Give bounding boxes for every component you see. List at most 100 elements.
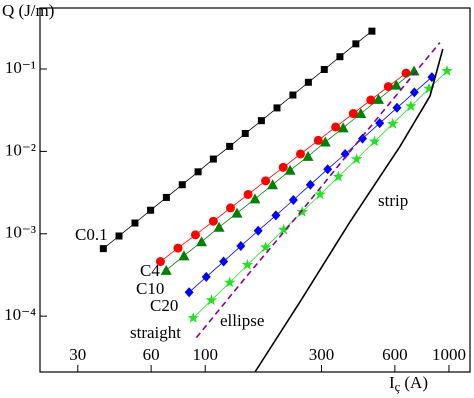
marker <box>337 122 349 133</box>
marker <box>368 27 376 35</box>
marker <box>257 117 265 125</box>
series-label: C0.1 <box>75 225 108 244</box>
marker <box>348 109 358 119</box>
marker <box>390 79 402 90</box>
marker <box>278 223 290 235</box>
x-tick-label: 30 <box>69 345 86 364</box>
y-tick-label: 10⁻² <box>5 140 36 159</box>
marker <box>267 179 279 190</box>
series-line <box>195 42 441 339</box>
marker <box>160 264 172 275</box>
marker <box>241 258 254 270</box>
y-tick-label: 10⁻¹ <box>5 58 36 77</box>
marker <box>355 108 367 119</box>
marker <box>313 135 323 145</box>
x-axis-label-sub: ç <box>395 379 401 394</box>
marker <box>423 82 435 94</box>
marker <box>358 133 368 144</box>
x-axis-label-main: I <box>389 373 395 392</box>
marker <box>278 162 288 172</box>
x-tick-label: 100 <box>192 345 218 364</box>
marker <box>408 65 420 76</box>
marker <box>173 243 183 253</box>
marker <box>383 82 393 92</box>
marker <box>319 136 331 147</box>
marker <box>441 65 453 76</box>
marker <box>372 93 384 104</box>
marker <box>288 194 298 205</box>
x-tick-label: 1000 <box>432 345 466 364</box>
x-tick-label: 60 <box>143 345 160 364</box>
marker <box>178 181 186 189</box>
marker <box>296 206 308 217</box>
marker <box>208 216 218 226</box>
marker <box>405 100 417 112</box>
marker <box>352 40 360 48</box>
marker <box>259 241 272 253</box>
series-label: C10 <box>136 279 164 298</box>
marker <box>224 276 236 288</box>
series-label: C4 <box>140 261 160 280</box>
marker <box>243 189 253 199</box>
series-label: strip <box>378 191 408 210</box>
marker <box>99 245 107 253</box>
marker <box>332 170 345 182</box>
marker <box>184 287 194 298</box>
marker <box>392 102 402 113</box>
marker <box>331 122 341 132</box>
marker <box>226 142 234 150</box>
marker <box>273 104 281 112</box>
marker <box>131 219 139 227</box>
marker <box>320 66 328 74</box>
marker <box>295 149 305 159</box>
marker <box>409 87 419 98</box>
y-tick-label: 10⁻³ <box>5 223 36 242</box>
marker <box>314 188 326 200</box>
series-line <box>254 48 444 373</box>
marker <box>302 150 314 161</box>
marker <box>340 148 350 159</box>
marker <box>375 118 385 129</box>
marker <box>289 91 297 99</box>
marker <box>284 164 296 175</box>
marker <box>368 135 381 147</box>
marker <box>226 203 236 213</box>
series-label: straight <box>130 323 181 342</box>
x-axis-label: Iç (A) <box>389 373 428 394</box>
marker <box>271 210 281 221</box>
marker <box>336 53 344 61</box>
x-tick-label: 300 <box>309 345 335 364</box>
marker <box>253 225 263 236</box>
marker <box>304 78 312 86</box>
series-label: C20 <box>150 296 178 315</box>
series-label: ellipse <box>220 311 264 330</box>
marker <box>196 236 208 247</box>
marker <box>187 312 199 323</box>
marker <box>162 193 170 201</box>
y-axis-label: Q (J/m) <box>2 1 54 20</box>
marker <box>231 207 243 218</box>
marker <box>350 153 363 164</box>
x-axis-label-unit: (A) <box>404 373 428 392</box>
x-tick-label: 600 <box>382 345 408 364</box>
marker <box>219 256 229 267</box>
marker <box>155 257 165 267</box>
marker <box>249 193 261 204</box>
marker <box>241 129 249 137</box>
marker <box>261 176 271 186</box>
marker <box>236 241 246 252</box>
marker <box>366 95 376 105</box>
marker <box>323 164 333 175</box>
marker <box>209 155 217 163</box>
marker <box>305 179 315 190</box>
marker <box>147 206 155 214</box>
marker <box>190 230 200 240</box>
marker <box>213 221 225 232</box>
marker <box>401 68 411 78</box>
marker <box>201 271 211 282</box>
marker <box>205 294 218 306</box>
marker <box>387 117 399 129</box>
marker <box>194 168 202 176</box>
y-tick-label: 10⁻⁴ <box>4 305 36 324</box>
